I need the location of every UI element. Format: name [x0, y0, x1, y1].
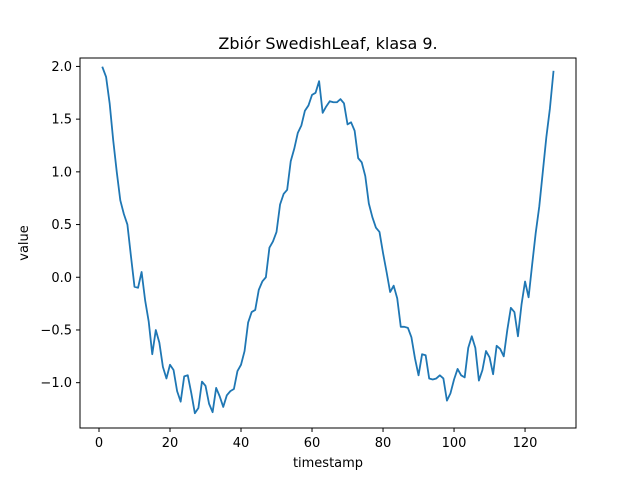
- y-tick-label: 2.0: [51, 60, 72, 75]
- x-axis-label: timestamp: [293, 456, 363, 471]
- x-tick-label: 100: [442, 436, 467, 451]
- y-axis-label: value: [17, 225, 32, 261]
- y-tick-label: 1.5: [51, 113, 72, 128]
- chart-title: Zbiór SwedishLeaf, klasa 9.: [218, 34, 437, 53]
- x-tick-label: 120: [513, 436, 538, 451]
- y-axis: −1.0 −0.5 0.0 0.5 1.0 1.5 2.0: [40, 60, 80, 391]
- x-tick-label: 0: [95, 436, 103, 451]
- y-tick-label: −0.5: [40, 323, 72, 338]
- x-tick-label: 80: [375, 436, 392, 451]
- series-line-0: [101, 66, 555, 415]
- x-tick-label: 20: [162, 436, 179, 451]
- x-axis: 0 20 40 60 80 100 120: [95, 428, 538, 451]
- y-tick-label: 0.5: [51, 218, 72, 233]
- series-layer: [101, 66, 555, 415]
- y-tick-label: −1.0: [40, 376, 72, 391]
- x-tick-label: 40: [233, 436, 250, 451]
- plot-background: [80, 58, 576, 428]
- plot-frame: [79, 57, 577, 429]
- x-tick-label: 60: [304, 436, 321, 451]
- y-tick-label: 0.0: [51, 271, 72, 286]
- y-tick-label: 1.0: [51, 165, 72, 180]
